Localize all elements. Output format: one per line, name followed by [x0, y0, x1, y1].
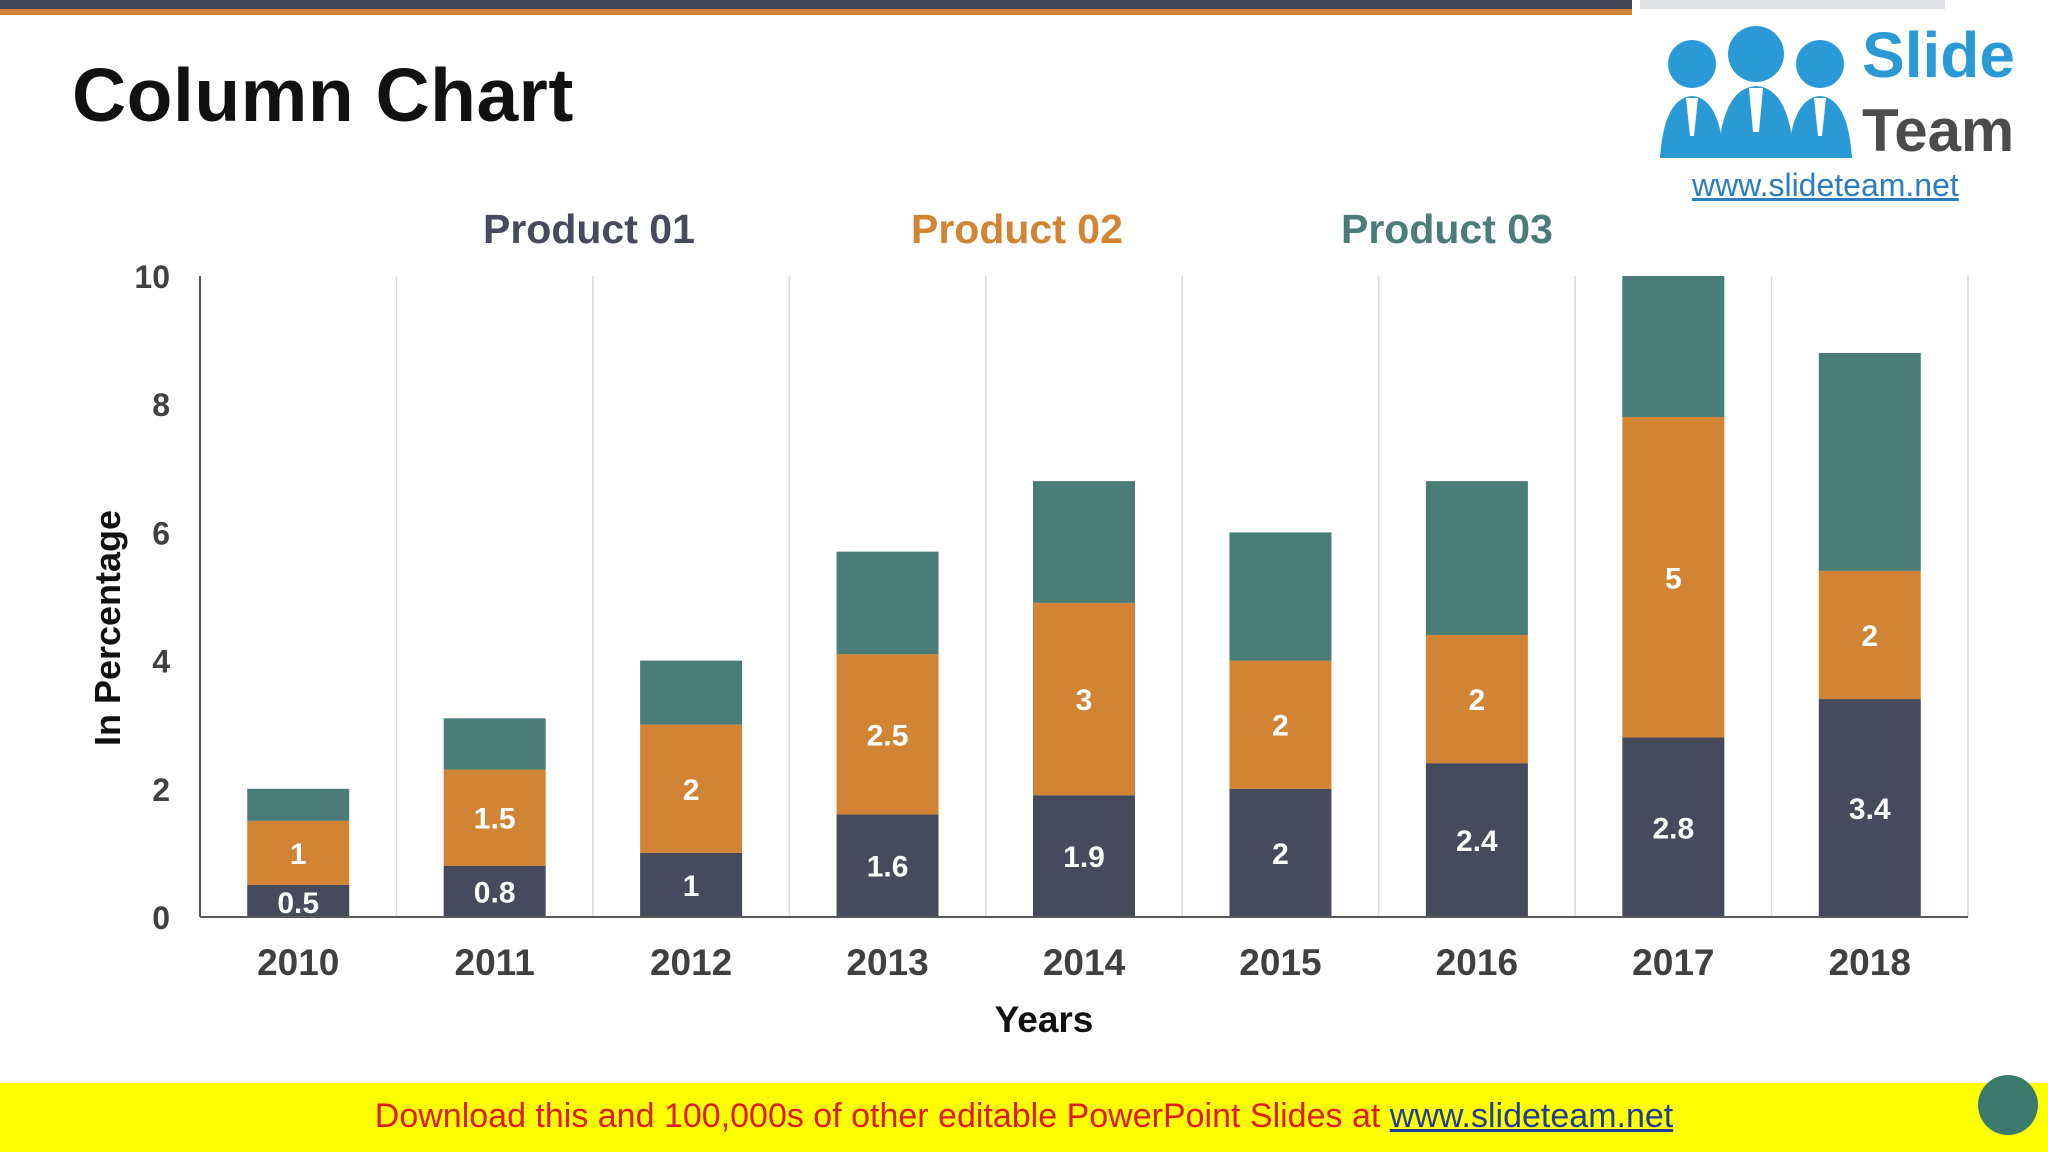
bar-2-2017 [1622, 417, 1725, 738]
footer-message: Download this and 100,000s of other edit… [374, 1097, 1390, 1135]
x-tick-label: 2015 [1239, 942, 1321, 983]
y-tick-label: 10 [134, 259, 170, 295]
stacked-column-chart: 0.5 1 0.8 1.5 1 2 1.6 2.5 1.9 3 2 2 2.4 2 2.8 5 3.4 2 0 2 4… [87, 259, 1969, 1040]
bar-3-2011 [443, 718, 546, 770]
bar-3-2010 [247, 788, 350, 821]
logo-word-team: Team [1862, 97, 2015, 164]
legend-product-03: Product 03 [1341, 206, 1553, 252]
slideteam-logo[interactable]: Slide Team www.slideteam.net [1640, 10, 2035, 203]
slide-number-badge [1978, 1075, 2038, 1135]
y-tick-label: 8 [152, 387, 170, 423]
data-label: 2.8 [1652, 812, 1694, 845]
data-label: 1 [290, 838, 307, 871]
x-tick-label: 2010 [257, 942, 339, 983]
grid-lines [395, 276, 1969, 917]
x-tick-label: 2018 [1829, 942, 1911, 983]
data-labels: 0.5 1 0.8 1.5 1 2 1.6 2.5 1.9 3 2 2 2.4 2 2.8 5 3.4 2 [277, 562, 1891, 920]
bar-3-2014 [1033, 481, 1135, 603]
logo-word-slide: Slide [1862, 19, 2015, 91]
footer-link[interactable]: www.slideteam.net [1389, 1097, 1674, 1135]
bar-2-2018 [1818, 570, 1921, 700]
bar-1-2016 [1425, 763, 1528, 917]
data-label: 1.6 [867, 851, 909, 884]
data-label: 2 [1861, 620, 1878, 653]
x-tick-label: 2014 [1043, 942, 1126, 983]
bar-1-2018 [1818, 699, 1921, 917]
x-tick-label: 2017 [1632, 942, 1714, 983]
bar-3-2012 [640, 660, 743, 725]
bar-2-2010 [247, 820, 350, 885]
bar-3-2017 [1622, 276, 1725, 418]
data-label: 1.5 [474, 803, 516, 836]
x-axis-title: Years [995, 999, 1094, 1040]
data-label: 5 [1665, 562, 1682, 595]
logo-url-link[interactable]: www.slideteam.net [1692, 167, 1959, 203]
x-tick-label: 2011 [455, 942, 535, 983]
top-accent-bar-orange [0, 9, 1632, 15]
x-tick-label: 2013 [846, 942, 928, 983]
data-label: 2 [1469, 684, 1486, 717]
data-label: 1.9 [1063, 841, 1105, 874]
bar-1-2012 [640, 852, 743, 917]
bar-2-2014 [1033, 602, 1135, 796]
bar-1-2015 [1229, 788, 1332, 917]
legend-product-01: Product 01 [483, 206, 695, 252]
footer-banner: Download this and 100,000s of other edit… [0, 1083, 2048, 1152]
data-label: 0.8 [474, 876, 516, 909]
top-accent-bar [0, 0, 1632, 9]
bar-1-2017 [1622, 737, 1725, 917]
y-tick-label: 2 [152, 772, 170, 808]
axes: 0 2 4 6 8 10 2010 2011 2012 2013 2014 2015 2016 2017 2… [134, 259, 1968, 983]
bars [247, 276, 1921, 917]
bar-2-2016 [1425, 634, 1528, 764]
bar-2-2011 [443, 769, 546, 866]
x-tick-label: 2016 [1436, 942, 1518, 983]
footer-text: Download this and 100,000s of other edit… [0, 1097, 2048, 1136]
bar-1-2010 [247, 884, 350, 917]
bar-2-2015 [1229, 660, 1332, 789]
bar-1-2013 [836, 814, 939, 917]
bar-3-2015 [1229, 532, 1332, 661]
bar-1-2014 [1033, 795, 1135, 917]
top-accent-bar-light [1640, 0, 1945, 9]
bar-2-2012 [640, 724, 743, 853]
page-title: Column Chart [72, 53, 574, 137]
y-tick-label: 0 [152, 900, 170, 936]
data-label: 2 [1272, 838, 1289, 871]
data-label: 3 [1076, 684, 1093, 717]
legend-product-02: Product 02 [911, 206, 1123, 252]
data-label: 2 [683, 774, 700, 807]
data-label: 2 [1272, 710, 1289, 743]
bar-3-2016 [1425, 481, 1528, 635]
bar-3-2018 [1818, 352, 1921, 571]
people-logo-icon [1660, 26, 1852, 158]
y-axis-title: In Percentage [87, 510, 128, 746]
bar-1-2011 [443, 865, 546, 917]
y-tick-label: 4 [152, 644, 170, 680]
data-label: 1 [683, 870, 700, 903]
data-label: 0.5 [277, 887, 319, 920]
y-tick-label: 6 [152, 515, 170, 551]
data-label: 2.4 [1456, 825, 1498, 858]
bar-3-2013 [836, 551, 939, 655]
bar-2-2013 [836, 654, 939, 815]
data-label: 3.4 [1849, 793, 1891, 826]
x-tick-label: 2012 [650, 942, 732, 983]
data-label: 2.5 [867, 719, 909, 752]
